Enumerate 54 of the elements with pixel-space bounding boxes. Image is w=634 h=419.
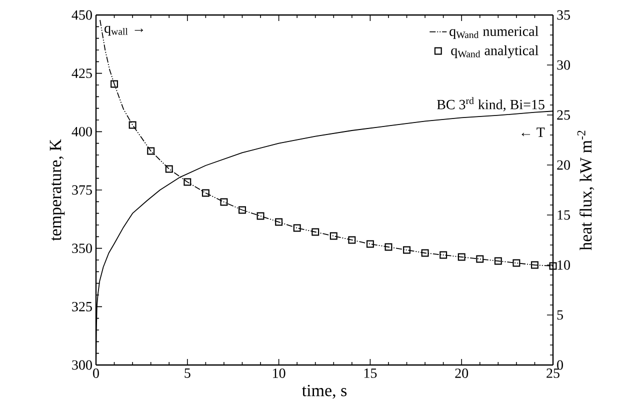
point — [220, 198, 228, 206]
point — [530, 261, 538, 269]
point — [128, 121, 136, 129]
y2-tick-label: 35 — [557, 10, 570, 20]
point — [348, 236, 356, 244]
point — [238, 206, 246, 214]
point — [275, 218, 283, 226]
annotation: q$_{wall}$ → — [104, 26, 144, 36]
point — [512, 259, 520, 267]
point — [421, 249, 429, 257]
y2-axis-title: heat flux, kW m$^{-2}$ — [577, 130, 594, 250]
point — [366, 240, 374, 248]
x-tick-label: 25 — [546, 368, 560, 378]
y-tick-label: 325 — [72, 302, 92, 312]
y-tick-label: 375 — [72, 185, 92, 195]
y2-tick-label: 5 — [557, 310, 563, 320]
point — [147, 147, 155, 155]
y2-tick-label: 25 — [557, 110, 570, 120]
point — [312, 228, 320, 236]
point — [110, 80, 118, 88]
annotation: BC 3$^{rd}$ kind, Bi=15 — [437, 97, 544, 112]
point — [494, 257, 502, 265]
legend-label: q$_{Wand}$ analytical — [451, 45, 538, 58]
x-tick-label: 0 — [93, 368, 99, 378]
point — [165, 165, 173, 173]
x-tick-label: 20 — [455, 368, 468, 378]
x-tick-label: 5 — [184, 368, 190, 378]
point — [384, 243, 392, 251]
y-tick-label: 400 — [72, 126, 92, 136]
legend-label: q$_{Wand}$ numerical — [450, 26, 538, 39]
point — [202, 189, 210, 197]
point — [330, 232, 338, 240]
x-tick-label: 10 — [273, 368, 286, 378]
x-axis-title: time, s — [302, 384, 347, 399]
y2-tick-label: 15 — [558, 210, 570, 220]
point — [549, 262, 557, 270]
point — [403, 246, 411, 254]
y-tick-label: 350 — [72, 244, 92, 254]
y-tick-label: 425 — [72, 68, 92, 78]
point — [476, 255, 484, 263]
annotation: ← T — [522, 128, 545, 137]
point — [440, 251, 448, 259]
y-tick-label: 300 — [72, 360, 92, 370]
y2-tick-label: 20 — [557, 160, 570, 170]
point — [458, 253, 466, 261]
y-axis-title: temperature, K — [50, 139, 65, 241]
point — [293, 224, 301, 232]
x-tick-label: 15 — [364, 368, 377, 378]
y2-tick-label: 10 — [558, 260, 570, 270]
y-tick-label: 450 — [72, 10, 92, 20]
y2-tick-label: 0 — [557, 360, 563, 370]
point — [184, 178, 192, 186]
point — [256, 212, 264, 220]
y2-tick-label: 30 — [557, 60, 570, 70]
